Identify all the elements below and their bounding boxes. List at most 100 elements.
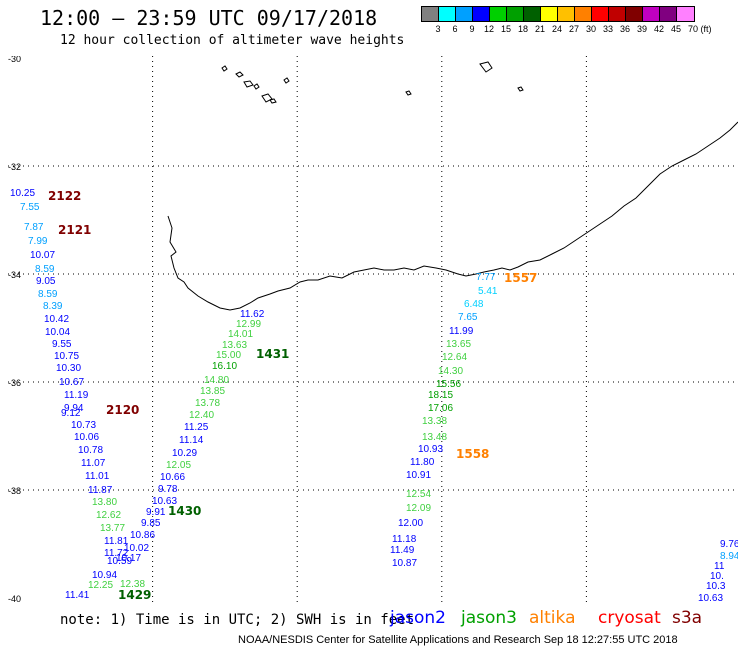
legend-label: 42	[653, 24, 664, 34]
wave-height-value: 9.78	[158, 484, 178, 495]
legend-swatch	[592, 7, 609, 21]
legend-label: 45	[670, 24, 681, 34]
wave-height-value: 12.00	[398, 518, 423, 529]
legend-label: 30	[585, 24, 596, 34]
pass-time-label: 1430	[168, 504, 201, 518]
wave-height-value: 9.94	[64, 403, 84, 414]
legend-swatch	[456, 7, 473, 21]
wave-height-value: 10.87	[392, 558, 417, 569]
satellite-altika-label: altika	[529, 608, 576, 628]
islands	[221, 61, 524, 104]
legend-label: 39	[636, 24, 647, 34]
wave-height-value: 10.86	[130, 530, 155, 541]
wave-height-value: 11.81	[104, 536, 129, 547]
wave-height-value: 17.06	[428, 403, 453, 414]
legend-swatch	[643, 7, 660, 21]
legend-label: 15	[500, 24, 511, 34]
wave-height-value: 10.04	[45, 327, 70, 338]
pass-time-label: 1557	[504, 271, 537, 285]
wave-height-value: 10.59	[107, 556, 132, 567]
wave-height-value: 13.78	[195, 398, 220, 409]
satellite-cryosat-label: cryosat	[598, 608, 661, 628]
wave-height-value: 12.99	[236, 319, 261, 330]
wave-height-value: 10.73	[71, 420, 96, 431]
wave-height-value: 10.91	[406, 470, 431, 481]
wave-height-value: 10.93	[418, 444, 443, 455]
wave-height-value: 11.18	[392, 534, 417, 545]
footer-note: note: 1) Time is in UTC; 2) SWH is in fe…	[60, 612, 415, 628]
legend-label: 9	[469, 24, 475, 34]
wave-height-value: 7.87	[24, 222, 44, 233]
wave-height-value: 11	[714, 561, 725, 572]
wave-height-value: 10.29	[172, 448, 197, 459]
wave-height-value: 12.64	[442, 352, 467, 363]
wave-height-value: 7.77	[476, 272, 496, 283]
pass-time-label: 2121	[58, 223, 91, 237]
wave-height-value: 15.56	[436, 379, 461, 390]
wave-height-value: 5.41	[478, 286, 498, 297]
pass-time-label: 1431	[256, 347, 289, 361]
latitude-label: -40	[8, 594, 21, 602]
legend-swatch	[626, 7, 643, 21]
wave-height-value: 12.25	[88, 580, 113, 591]
latitude-label: -38	[8, 486, 21, 496]
legend-swatch	[677, 7, 694, 21]
wave-height-value: 12.01	[8, 56, 33, 59]
legend-swatch	[609, 7, 626, 21]
wave-height-value: 11.49	[390, 545, 415, 556]
wave-height-value: 11.14	[179, 435, 204, 446]
wave-height-value: 12.62	[96, 510, 121, 521]
observation-values: 10.257.557.877.9910.078.599.058.598.3910…	[8, 56, 738, 602]
legend-swatch	[507, 7, 524, 21]
color-legend: 3 6 9 12 15 18 21 24 27 30 33 36 39 42 45 70 (ft)	[421, 6, 712, 36]
wave-height-value: 15.00	[216, 350, 241, 361]
wave-height-value: 10.	[710, 571, 724, 582]
wave-height-value: 10.02	[124, 543, 149, 554]
legend-label: 36	[619, 24, 630, 34]
legend-label: 24	[551, 24, 562, 34]
wave-height-value: 9.05	[36, 276, 56, 287]
pass-time-label: 1429	[118, 588, 151, 602]
wave-height-map: -30-32-34-36-38-40151821242730 10.257.55…	[8, 56, 738, 602]
wave-height-value: 8.94	[720, 551, 738, 562]
legend-swatch	[422, 7, 439, 21]
legend-labels: 3 6 9 12 15 18 21 24 27 30 33 36 39 42 45 70 (ft)	[421, 22, 711, 36]
wave-height-value: 10.63	[152, 496, 177, 507]
map-subtitle: 12 hour collection of altimeter wave hei…	[60, 33, 405, 48]
legend-label: 33	[602, 24, 613, 34]
wave-height-value: 11.07	[81, 458, 106, 469]
wave-height-value: 13.80	[92, 497, 117, 508]
satellite-jason3-label: jason3	[461, 608, 517, 628]
wave-height-value: 11.41	[65, 590, 90, 601]
wave-height-value: 11.19	[64, 390, 89, 401]
wave-height-value: 8.39	[43, 301, 63, 312]
wave-height-value: 9.12	[61, 408, 81, 419]
legend-swatch	[490, 7, 507, 21]
pass-time-label: 2120	[106, 403, 139, 417]
satellite-s3a-label: s3a	[672, 608, 703, 628]
wave-height-value: 14.80	[204, 375, 229, 386]
coastline	[167, 121, 738, 311]
legend-label: 6	[452, 24, 458, 34]
wave-height-value: 14.01	[228, 329, 253, 340]
wave-height-value: 7.65	[458, 312, 478, 323]
legend-swatch	[541, 7, 558, 21]
wave-height-value: 6.48	[464, 299, 484, 310]
latitude-label: -32	[8, 162, 21, 172]
legend-label: 21	[534, 24, 545, 34]
legend-swatches	[421, 6, 695, 22]
wave-height-value: 11.01	[85, 471, 110, 482]
wave-height-value: 9.85	[141, 518, 161, 529]
wave-height-value: 12.09	[406, 503, 431, 514]
wave-height-value: 10.94	[92, 570, 117, 581]
pass-time-label: 1558	[456, 447, 489, 461]
wave-height-value: 10.42	[44, 314, 69, 325]
wave-height-value: 11.72	[104, 548, 129, 559]
wave-height-value: 10.3	[706, 581, 726, 592]
wave-height-value: 10.78	[78, 445, 103, 456]
latitude-label: -36	[8, 378, 21, 388]
wave-height-value: 8.59	[35, 264, 55, 275]
wave-height-value: 10.06	[74, 432, 99, 443]
legend-unit: (ft)	[700, 24, 712, 34]
wave-height-value: 13.48	[422, 432, 447, 443]
